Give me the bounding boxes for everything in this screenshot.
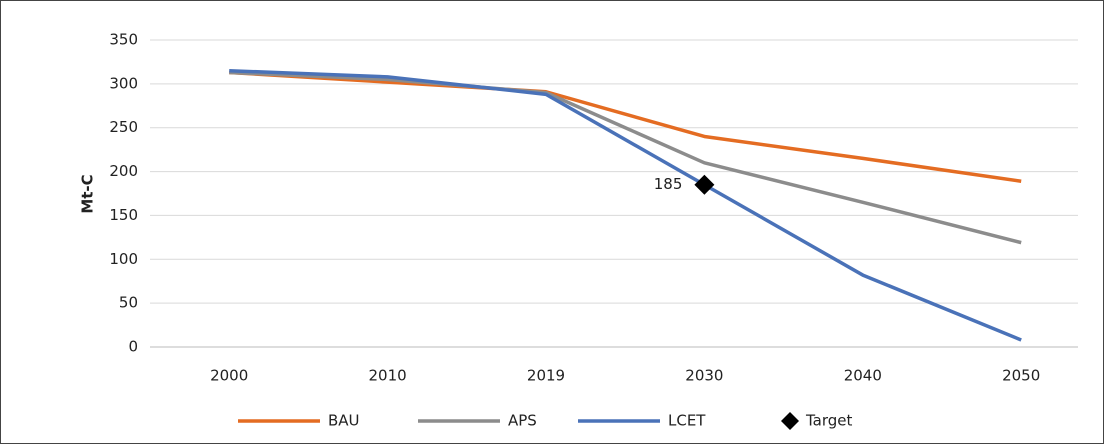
legend-label: APS bbox=[508, 412, 537, 430]
y-tick-label: 350 bbox=[109, 31, 138, 49]
series-line bbox=[229, 68, 1022, 342]
y-tick-label: 250 bbox=[109, 118, 138, 136]
legend-label: Target bbox=[805, 412, 853, 430]
series-line bbox=[229, 70, 1022, 245]
x-tick-label: 2040 bbox=[844, 367, 882, 385]
x-tick-label: 2050 bbox=[1002, 367, 1040, 385]
y-tick-label: 150 bbox=[109, 206, 138, 224]
legend-marker bbox=[781, 412, 799, 430]
y-tick-label: 50 bbox=[119, 294, 138, 312]
x-tick-label: 2010 bbox=[369, 367, 407, 385]
y-tick-label: 200 bbox=[109, 162, 138, 180]
y-tick-label: 100 bbox=[109, 250, 138, 268]
y-axis-label: Mt-C bbox=[79, 174, 97, 213]
series-line bbox=[229, 70, 1022, 183]
y-tick-label: 300 bbox=[109, 74, 138, 92]
x-tick-label: 2000 bbox=[210, 367, 248, 385]
y-tick-label: 0 bbox=[128, 338, 138, 356]
legend-label: BAU bbox=[328, 412, 360, 430]
legend-label: LCET bbox=[668, 412, 706, 430]
data-label: 185 bbox=[654, 175, 683, 193]
target-marker bbox=[694, 174, 715, 195]
x-tick-label: 2030 bbox=[685, 367, 723, 385]
x-tick-label: 2019 bbox=[527, 367, 565, 385]
